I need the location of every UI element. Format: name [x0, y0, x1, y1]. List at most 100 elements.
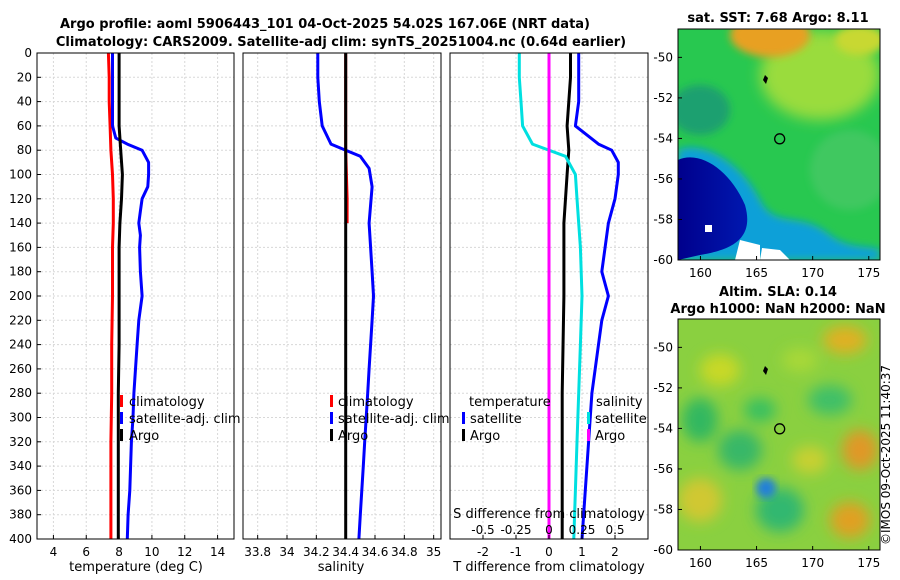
lon-tick-label: 165	[745, 556, 768, 570]
s-difference-ticks: -0.5 -0.25 0 0.25 0.5	[471, 523, 624, 537]
lon-tick-label: 175	[857, 556, 880, 570]
x-tick-label: 12	[177, 545, 192, 559]
sst-cool-patch	[678, 85, 730, 135]
sst-no-data	[735, 240, 760, 260]
depth-tick-label: 240	[9, 338, 32, 352]
series-line-argo	[116, 53, 124, 539]
legend-label-climatology: climatology	[129, 395, 205, 410]
depth-tick-label: 320	[9, 435, 32, 449]
depth-tick-label: 220	[9, 313, 32, 327]
depth-tick-label: 180	[9, 265, 32, 279]
legend-label-t-satellite: satellite	[470, 412, 522, 427]
sst-lon-ticks: 160 165 170 175	[689, 256, 880, 280]
temperature-ticks: 4 6 8 10 12 14	[50, 535, 225, 559]
temperature-legend: climatology satellite-adj. clim Argo	[120, 395, 241, 444]
depth-tick-label: 60	[17, 119, 32, 133]
lat-tick-label: -52	[653, 381, 673, 395]
sla-map-subtitle: Argo h1000: NaN h2000: NaN	[670, 302, 885, 317]
lat-tick-label: -56	[653, 172, 673, 186]
lon-tick-label: 170	[801, 266, 824, 280]
x-tick-label: -2	[477, 545, 489, 559]
depth-tick-label: 80	[17, 143, 32, 157]
sla-map: Altim. SLA: 0.14 Argo h1000: NaN h2000: …	[653, 285, 885, 570]
x-tick-label: 2	[611, 545, 619, 559]
depth-tick-label: 260	[9, 362, 32, 376]
lon-tick-label: 160	[689, 556, 712, 570]
depth-tick-label: 400	[9, 532, 32, 546]
sst-map: sat. SST: 7.68 Argo: 8.11 160 165 170 175 -…	[653, 11, 881, 280]
series-line-satellite-adj-clim	[316, 53, 375, 540]
sst-warm-patch	[835, 29, 880, 55]
sla-map-frame	[677, 318, 881, 551]
salinity-panel: 33.8 34 34.2 34.4 34.6 34.8 35 salinity climat…	[242, 52, 450, 575]
sla-lon-ticks: 160 165 170 175	[689, 546, 880, 570]
t-difference-ticks: -2 -1 0 1 2	[477, 535, 619, 559]
sst-no-data	[760, 248, 790, 260]
sla-low-anomaly	[756, 478, 776, 498]
depth-tick-label: 380	[9, 508, 32, 522]
depth-tick-label: 120	[9, 192, 32, 206]
depth-tick-label: 360	[9, 483, 32, 497]
legend-swatch-satellite	[120, 412, 123, 424]
lat-tick-label: -58	[653, 502, 673, 516]
legend-title-salinity: salinity	[596, 395, 643, 410]
island	[763, 366, 768, 375]
sst-hot-patch	[730, 29, 810, 57]
argo-location-marker	[774, 133, 786, 145]
s-tick-label: 0.5	[605, 523, 624, 537]
x-tick-label: 0	[545, 545, 553, 559]
legend-swatch-argo	[330, 429, 333, 441]
depth-tick-label: 20	[17, 70, 32, 84]
legend-swatch-t-argo	[462, 429, 465, 441]
sla-lat-ticks: -50 -52 -54 -56 -58 -60	[653, 340, 682, 557]
legend-swatch-climatology	[330, 395, 333, 407]
lat-tick-label: -50	[653, 340, 673, 354]
x-tick-label: 33.8	[244, 545, 271, 559]
temperature-lines	[106, 52, 151, 540]
s-difference-label: S difference from climatology	[453, 507, 645, 522]
salinity-axes-frame	[242, 52, 442, 540]
depth-tick-label: 140	[9, 216, 32, 230]
depth-tick-label: 40	[17, 95, 32, 109]
legend-label-t-argo: Argo	[470, 429, 500, 444]
sst-field	[678, 29, 880, 260]
legend-swatch-satellite	[330, 412, 333, 424]
depth-tick-label: 280	[9, 386, 32, 400]
difference-panel: -2 -1 0 1 2 -0.5 -0.25 0 0.25 0.5 S difference f…	[449, 52, 649, 575]
legend-label-satellite: satellite-adj. clim	[338, 412, 450, 427]
x-tick-label: 4	[50, 545, 58, 559]
legend-label-s-satellite: satellite	[595, 412, 647, 427]
legend-label-argo: Argo	[338, 429, 368, 444]
x-tick-label: 34.8	[391, 545, 418, 559]
credit-timestamp: ©IMOS 09-Oct-2025 11:40:37	[879, 365, 893, 545]
lon-tick-label: 170	[801, 556, 824, 570]
depth-tick-label: 0	[24, 46, 32, 60]
sla-anomaly-patches	[678, 326, 878, 538]
s-tick-label: 0.25	[569, 523, 596, 537]
sla-map-title: Altim. SLA: 0.14	[719, 285, 837, 300]
legend-label-s-argo: Argo	[595, 429, 625, 444]
difference-legend: temperature satellite Argo salinity sate…	[462, 395, 647, 444]
sst-mid-patch	[810, 130, 880, 210]
legend-label-satellite: satellite-adj. clim	[129, 412, 241, 427]
temperature-grid	[37, 52, 234, 540]
x-tick-label: 10	[144, 545, 159, 559]
x-tick-label: -1	[510, 545, 522, 559]
figure-title-line1: Argo profile: aoml 5906443_101 04-Oct-20…	[60, 17, 590, 32]
legend-title-temperature: temperature	[469, 395, 551, 410]
series-line-t-satellite	[573, 53, 620, 540]
x-tick-label: 1	[578, 545, 586, 559]
lon-tick-label: 160	[689, 266, 712, 280]
lat-tick-label: -56	[653, 462, 673, 476]
depth-tick-label: 100	[9, 168, 32, 182]
salinity-legend: climatology satellite-adj. clim Argo	[330, 395, 450, 444]
x-tick-label: 8	[115, 545, 123, 559]
depth-tick-label: 200	[9, 289, 32, 303]
x-tick-label: 34.2	[303, 545, 330, 559]
difference-lines	[517, 53, 620, 540]
legend-swatch-s-argo	[587, 429, 590, 441]
temperature-panel: 0 20 40 60 80 100 120 140 160 180 200 220 240 260 280 3…	[9, 46, 241, 575]
sst-map-frame	[677, 28, 881, 261]
series-line-s-satellite	[517, 53, 584, 540]
